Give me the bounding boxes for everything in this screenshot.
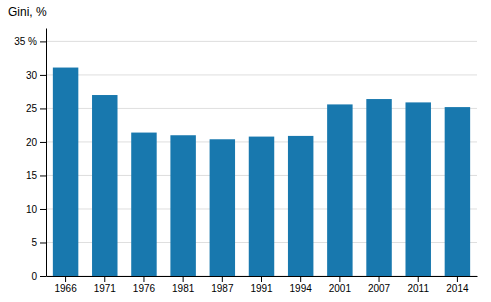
x-tick-label: 2011 <box>407 283 429 294</box>
plot: 0 5 10 15 20 25 30 35 % 1966 1971 1976 1981 1987 1991… <box>14 29 477 295</box>
bar <box>53 68 78 276</box>
y-tick-mark <box>40 175 46 176</box>
y-tick: 15 <box>26 170 46 181</box>
bars <box>53 68 470 276</box>
y-tick-label: 5 <box>31 237 37 248</box>
y-tick-label: 20 <box>26 137 38 148</box>
y-tick: 35 % <box>14 36 46 47</box>
bar <box>249 137 274 276</box>
bar <box>445 107 470 276</box>
chart: 0 5 10 15 20 25 30 35 % 1966 1971 1976 1981 1987 1991… <box>0 0 491 302</box>
bar <box>288 136 313 276</box>
y-tick-label: 25 <box>26 103 38 114</box>
x-tick-label: 1971 <box>94 283 117 294</box>
y-tick: 10 <box>26 204 46 215</box>
y-tick-mark <box>40 75 46 76</box>
x-tick-mark <box>418 276 419 282</box>
x-tick-label: 1987 <box>211 283 234 294</box>
bar <box>327 104 352 276</box>
y-tick: 25 <box>26 103 46 114</box>
y-tick-mark <box>40 276 46 277</box>
x-tick: 2011 <box>407 276 429 294</box>
x-tick-mark <box>379 276 380 282</box>
x-tick: 1966 <box>54 276 77 294</box>
x-tick-mark <box>104 276 105 282</box>
x-tick-mark <box>143 276 144 282</box>
x-tick-label: 1981 <box>172 283 195 294</box>
x-tick-label: 1966 <box>54 283 77 294</box>
x-tick-mark <box>222 276 223 282</box>
title: Gini, % <box>8 5 47 19</box>
bar <box>366 99 391 276</box>
y-tick-label: 15 <box>26 170 38 181</box>
x-tick: 2001 <box>329 276 352 294</box>
grid-line <box>46 74 477 75</box>
bar <box>210 139 235 276</box>
x-tick-mark <box>261 276 262 282</box>
y-tick: 30 <box>26 70 46 81</box>
x-axis: 1966 1971 1976 1981 1987 1991 1994 2001 2007 2011… <box>47 276 478 294</box>
y-tick-mark <box>40 209 46 210</box>
x-tick-label: 1991 <box>250 283 273 294</box>
chart-container: 0 5 10 15 20 25 30 35 % 1966 1971 1976 1981 1987 1991… <box>0 0 491 302</box>
y-tick: 0 <box>31 271 46 282</box>
x-tick-mark <box>457 276 458 282</box>
x-tick-mark <box>339 276 340 282</box>
y-axis: 0 5 10 15 20 25 30 35 % <box>14 29 46 282</box>
x-tick-mark <box>300 276 301 282</box>
bar <box>405 102 430 276</box>
y-tick: 5 <box>31 237 46 248</box>
grid <box>46 41 477 276</box>
x-tick-label: 2001 <box>329 283 352 294</box>
x-tick-label: 2014 <box>446 283 469 294</box>
x-tick: 1981 <box>172 276 195 294</box>
x-tick-label: 2007 <box>368 283 391 294</box>
x-tick: 1994 <box>290 276 313 294</box>
y-tick-label: 30 <box>26 70 38 81</box>
x-tick-label: 1976 <box>133 283 156 294</box>
x-tick-mark <box>183 276 184 282</box>
x-tick-mark <box>65 276 66 282</box>
x-tick: 1991 <box>250 276 273 294</box>
y-tick-mark <box>40 242 46 243</box>
y-tick-mark <box>40 142 46 143</box>
y-tick-mark <box>40 108 46 109</box>
y-tick: 20 <box>26 137 46 148</box>
x-tick: 1976 <box>133 276 156 294</box>
y-tick-mark <box>40 41 46 42</box>
y-tick-label: 0 <box>31 271 37 282</box>
y-tick-label: 10 <box>26 204 38 215</box>
bar <box>92 95 117 276</box>
x-tick: 1971 <box>94 276 117 294</box>
y-tick-label: 35 % <box>14 36 37 47</box>
bar <box>170 135 195 276</box>
x-tick: 1987 <box>211 276 234 294</box>
x-tick: 2007 <box>368 276 391 294</box>
bar <box>131 133 156 276</box>
x-tick-label: 1994 <box>290 283 313 294</box>
grid-line <box>46 41 477 42</box>
x-tick: 2014 <box>446 276 469 294</box>
y-axis-line <box>46 29 47 277</box>
